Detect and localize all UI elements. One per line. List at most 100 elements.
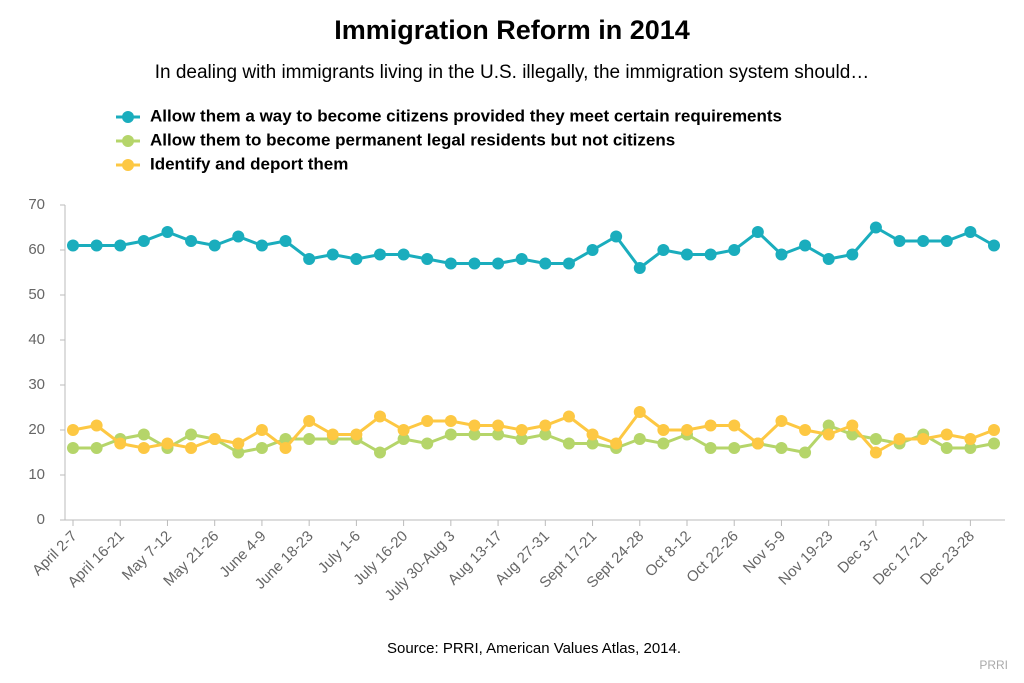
point [728,244,741,256]
point [893,433,906,445]
point [988,437,1000,450]
point [586,437,599,450]
point [940,235,953,247]
credit: PRRI [979,658,1008,672]
point [917,433,930,445]
point [822,428,835,441]
point [539,419,552,432]
source: Source: PRRI, American Values Atlas, 201… [387,640,681,657]
point [492,428,505,441]
point [397,424,410,436]
point [255,442,268,454]
point [421,253,434,265]
point [326,428,339,441]
legend-marker [122,135,134,147]
point [303,433,316,445]
point [964,433,977,445]
point [492,257,505,270]
point [539,428,552,441]
point [468,428,481,441]
point [326,248,339,261]
point [67,239,79,252]
point [208,239,221,252]
point [822,419,835,432]
point [846,419,859,432]
point [232,230,245,243]
y-tick-label: 40 [28,331,45,348]
point [633,262,646,274]
point [846,428,859,441]
point [704,248,717,261]
legend-marker [122,111,134,123]
point [185,442,198,454]
point [515,433,528,445]
point [657,424,670,436]
y-tick-label: 50 [28,286,45,303]
point [137,235,150,247]
point [846,248,859,261]
point [374,248,386,261]
point [775,248,788,261]
point [681,424,693,436]
chart-subtitle: In dealing with immigrants living in the… [155,62,870,83]
point [704,419,717,432]
point [610,437,623,450]
point [90,442,103,454]
point [67,442,79,454]
point [492,419,505,432]
point [421,437,434,450]
x-tick-label: Oct 22-26 [683,528,742,587]
point [303,253,316,265]
point [869,221,882,234]
point [775,415,788,427]
point [468,257,481,270]
point [799,446,812,459]
point [988,424,1000,436]
point [279,235,292,247]
point [657,437,670,450]
point [964,226,977,238]
point [255,424,268,436]
point [232,437,245,450]
point [964,442,977,454]
point [303,415,316,427]
point [799,239,812,252]
point [940,428,953,441]
point [444,415,457,427]
point [255,239,268,252]
point [137,442,150,454]
point [940,442,953,454]
legend-label: Allow them a way to become citizens prov… [150,106,782,125]
point [893,235,906,247]
point [562,257,575,270]
point [610,230,623,243]
legend-label: Identify and deport them [150,154,348,173]
point [114,239,127,252]
point [869,433,882,445]
point [374,446,386,459]
legend-marker [122,159,134,171]
point [515,424,528,436]
point [185,428,198,441]
point [539,257,552,270]
point [917,235,930,247]
y-tick-label: 60 [28,241,45,258]
point [90,239,103,252]
legend-label: Allow them to become permanent legal res… [150,130,675,149]
point [208,433,221,445]
point [586,428,599,441]
point [232,446,245,459]
y-tick-label: 30 [28,376,45,393]
y-tick-label: 70 [28,196,45,213]
point [728,442,741,454]
series-line [72,409,995,455]
point [468,419,481,432]
point [279,442,292,454]
point [421,415,434,427]
point [515,253,528,265]
point [397,433,410,445]
point [444,428,457,441]
point [751,437,764,450]
point [822,253,835,265]
